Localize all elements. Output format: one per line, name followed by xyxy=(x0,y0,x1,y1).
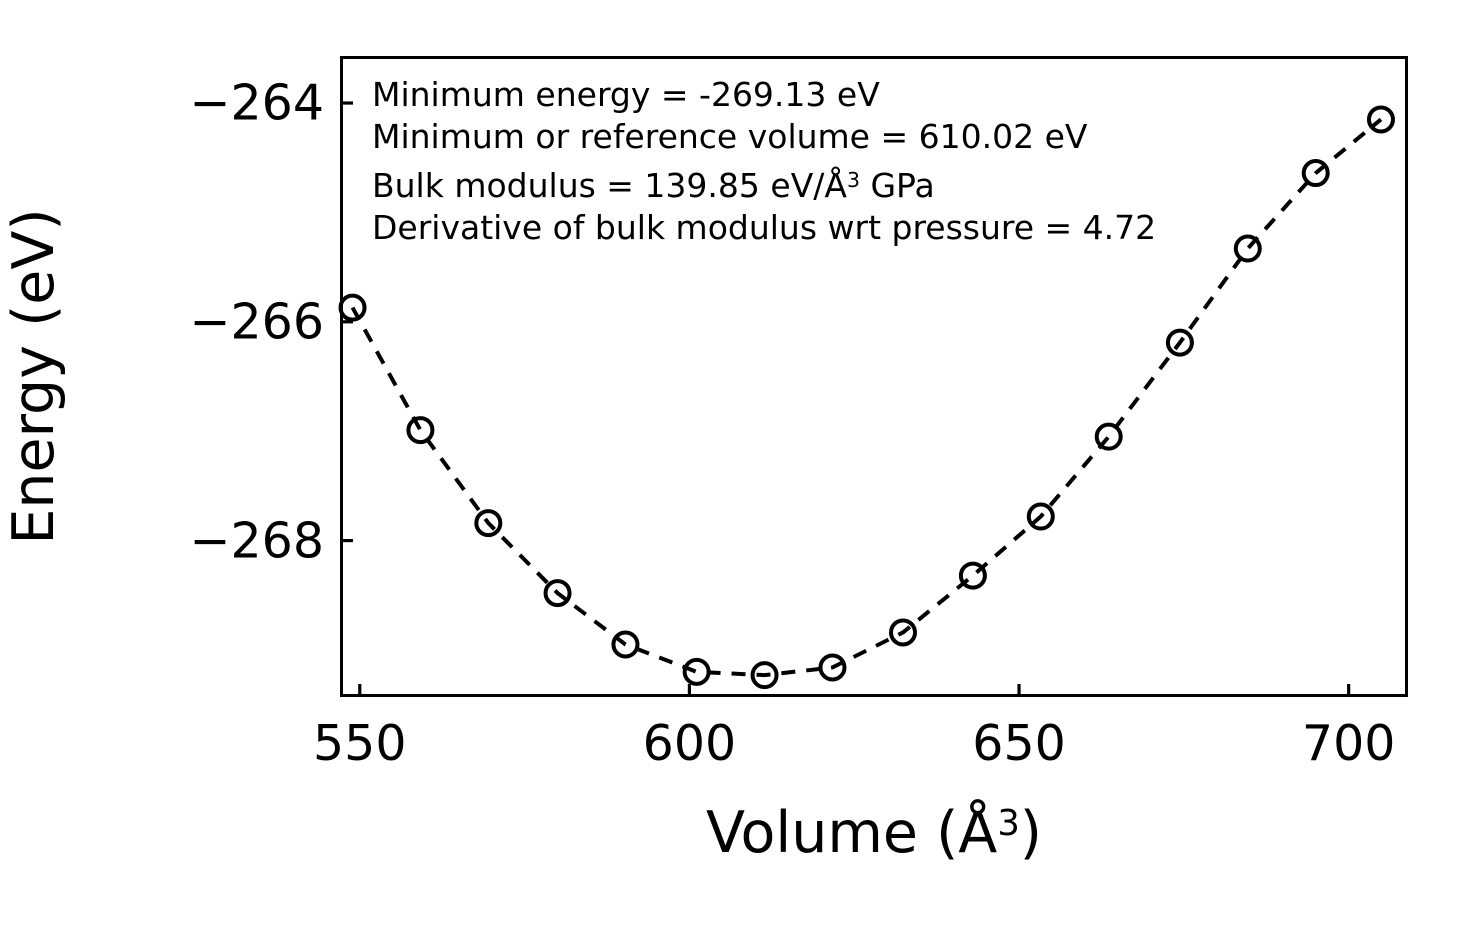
eos-curve-dashed-line xyxy=(350,117,1383,678)
data-point-marker xyxy=(1094,422,1123,451)
x-tick-label: 600 xyxy=(642,715,737,772)
data-point-marker xyxy=(543,579,572,608)
annotation-text: Minimum energy = -269.13 eV xyxy=(372,75,880,114)
data-point-marker xyxy=(958,561,987,590)
x-axis-label-exponent: 3 xyxy=(997,803,1020,845)
annotation-line: Derivative of bulk modulus wrt pressure … xyxy=(372,207,1156,249)
data-point-marker xyxy=(889,618,918,647)
y-tick-label: −264 xyxy=(189,74,324,132)
data-point-marker xyxy=(338,293,367,322)
data-point-marker xyxy=(750,661,779,690)
fit-results-annotation: Minimum energy = -269.13 eV Minimum or re… xyxy=(372,74,1156,249)
data-point-marker xyxy=(474,509,503,538)
annotation-text: Bulk modulus = 139.85 eV/Å xyxy=(372,165,847,205)
annotation-line: Minimum energy = -269.13 eV xyxy=(372,74,1156,116)
y-tick-label: −266 xyxy=(189,293,324,351)
tick-marks-group xyxy=(340,101,1351,697)
annotation-exponent: 3 xyxy=(846,168,860,192)
x-tick-label: 550 xyxy=(313,715,407,772)
x-tick-label: 700 xyxy=(1301,715,1396,772)
data-point-marker xyxy=(818,653,847,682)
data-point-marker xyxy=(1301,159,1330,188)
y-tick-label: −268 xyxy=(189,512,324,570)
data-point-marker xyxy=(1366,105,1395,134)
data-point-marker xyxy=(1233,234,1262,263)
data-point-marker xyxy=(1165,328,1194,357)
data-point-markers-group xyxy=(338,105,1395,690)
annotation-text: Minimum or reference volume = 610.02 eV xyxy=(372,116,1088,156)
x-axis-label-tail: ) xyxy=(1019,800,1043,866)
data-point-marker xyxy=(682,657,711,686)
data-point-marker xyxy=(611,630,640,659)
x-axis-label: Volume (Å3) xyxy=(340,800,1408,866)
y-axis-label: Energy (eV) xyxy=(1,208,67,545)
annotation-line: Bulk modulus = 139.85 eV/Å3 GPa xyxy=(372,165,1156,207)
plot-data-layer xyxy=(338,101,1395,697)
plot-axes-frame xyxy=(340,56,1408,697)
annotation-line: Minimum or reference volume = 610.02 eV xyxy=(372,116,1156,158)
x-axis-label-base: Volume (Å xyxy=(705,800,998,866)
annotation-text: Derivative of bulk modulus wrt pressure … xyxy=(372,207,1157,247)
data-point-marker xyxy=(406,416,435,445)
data-point-marker xyxy=(1026,502,1055,531)
x-tick-label: 650 xyxy=(972,715,1066,772)
annotation-text-tail: GPa xyxy=(859,165,935,205)
